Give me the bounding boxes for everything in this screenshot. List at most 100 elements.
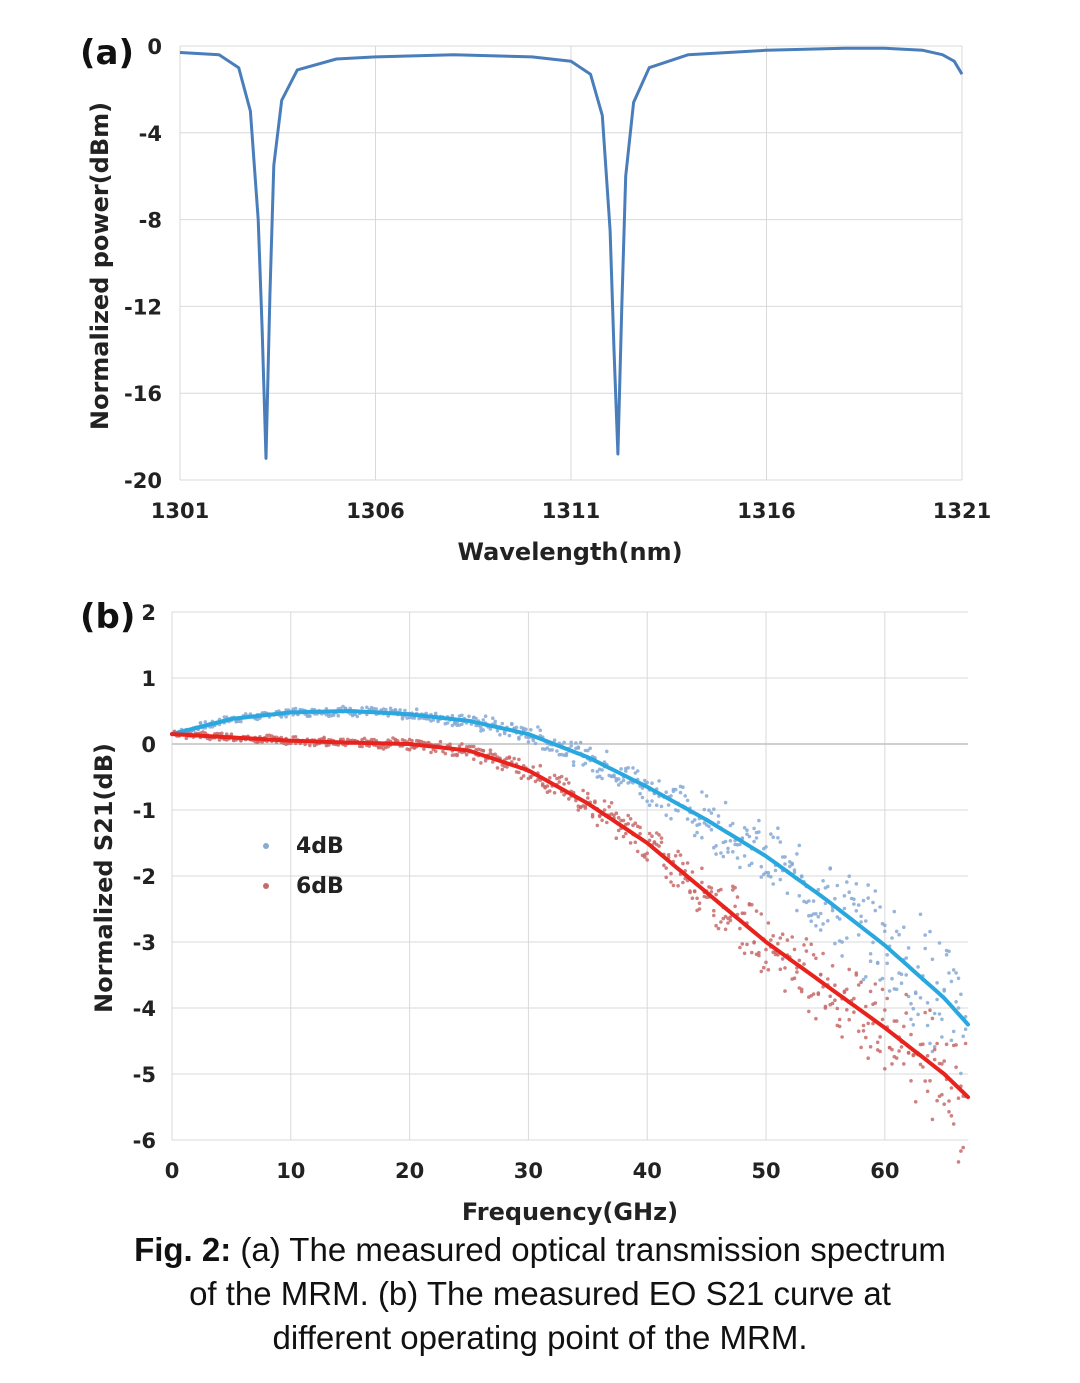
b-scatter-point-4db — [947, 971, 951, 975]
b-scatter-point-4db — [956, 1006, 961, 1010]
b-scatter-point-6db — [902, 1024, 906, 1029]
b-scatter-point-6db — [878, 1035, 882, 1039]
b-scatter-point-6db — [605, 820, 609, 825]
b-scatter-point-4db — [460, 713, 464, 718]
panel-a-xlabel: Wavelength(nm) — [457, 538, 682, 566]
b-scatter-point-6db — [942, 1059, 946, 1063]
b-scatter-point-4db — [963, 1015, 968, 1019]
b-scatter-point-6db — [422, 747, 426, 751]
b-scatter-point-6db — [621, 834, 626, 839]
b-scatter-point-4db — [890, 976, 894, 981]
b-scatter-point-6db — [426, 740, 431, 745]
b-scatter-point-6db — [918, 1062, 923, 1067]
b-scatter-point-6db — [184, 736, 189, 741]
b-scatter-point-4db — [654, 803, 659, 807]
b-scatter-point-4db — [792, 868, 797, 872]
b-scatter-point-6db — [875, 1040, 880, 1045]
b-scatter-point-6db — [909, 1032, 913, 1037]
b-scatter-point-4db — [702, 807, 707, 812]
b-scatter-point-6db — [935, 1098, 939, 1103]
b-scatter-point-4db — [861, 977, 866, 982]
b-scatter-point-4db — [669, 816, 673, 821]
b-scatter-point-6db — [650, 834, 654, 838]
b-scatter-point-6db — [616, 816, 621, 820]
b-scatter-point-4db — [883, 923, 887, 928]
b-scatter-point-6db — [883, 1008, 887, 1012]
b-scatter-point-6db — [654, 831, 659, 835]
b-scatter-point-4db — [685, 817, 690, 821]
b-scatter-point-4db — [731, 821, 735, 826]
b-scatter-point-4db — [885, 953, 889, 957]
b-scatter-point-6db — [845, 1008, 849, 1012]
b-scatter-point-4db — [635, 769, 640, 773]
b-scatter-point-4db — [795, 852, 799, 856]
b-scatter-point-6db — [586, 791, 590, 796]
b-scatter-point-6db — [745, 942, 749, 947]
b-scatter-point-6db — [802, 943, 806, 947]
b-scatter-point-4db — [821, 922, 825, 926]
b-scatter-point-4db — [692, 818, 697, 822]
b-scatter-point-4db — [890, 936, 894, 940]
b-scatter-point-4db — [826, 884, 830, 889]
panel-b-ylabel: Normalized S21(dB) — [90, 743, 118, 1013]
b-scatter-point-4db — [778, 840, 783, 844]
b-scatter-point-4db — [750, 861, 754, 866]
b-scatter-point-4db — [483, 714, 488, 718]
b-scatter-point-6db — [676, 849, 680, 854]
b-scatter-point-4db — [797, 843, 802, 848]
b-scatter-point-6db — [505, 765, 509, 769]
b-scatter-point-4db — [856, 903, 861, 907]
b-scatter-point-6db — [837, 1024, 842, 1029]
panel-a-label: (a) — [80, 33, 134, 73]
b-scatter-point-6db — [521, 774, 526, 778]
b-scatter-point-4db — [809, 919, 813, 923]
b-scatter-point-4db — [728, 823, 733, 828]
b-scatter-point-6db — [688, 890, 692, 895]
b-scatter-point-6db — [818, 973, 823, 977]
b-scatter-point-4db — [878, 905, 882, 909]
b-scatter-point-4db — [852, 897, 856, 901]
b-scatter-point-4db — [942, 989, 946, 993]
b-scatter-point-4db — [923, 946, 927, 951]
b-scatter-point-6db — [759, 912, 764, 916]
caption-line-2: of the MRM. (b) The measured EO S21 curv… — [189, 1275, 891, 1312]
b-scatter-point-4db — [894, 929, 899, 934]
b-scatter-point-6db — [574, 798, 578, 803]
b-scatter-point-4db — [460, 722, 464, 726]
b-scatter-point-6db — [847, 967, 851, 972]
b-scatter-point-6db — [678, 853, 683, 857]
b-scatter-point-6db — [602, 808, 607, 812]
b-scatter-point-6db — [483, 759, 488, 763]
b-scatter-point-6db — [854, 971, 859, 975]
b-scatter-point-4db — [690, 820, 695, 824]
b-scatter-point-4db — [616, 777, 621, 781]
b-scatter-point-6db — [942, 1102, 946, 1106]
b-scatter-point-4db — [875, 960, 880, 965]
b-scatter-point-6db — [885, 996, 889, 1001]
b-scatter-point-4db — [818, 928, 823, 932]
b-scatter-point-4db — [864, 919, 868, 923]
b-scatter-point-6db — [626, 822, 630, 826]
b-scatter-point-4db — [916, 965, 920, 969]
b-scatter-point-6db — [697, 907, 702, 911]
b-scatter-point-4db — [695, 830, 699, 835]
b-scatter-point-4db — [913, 990, 918, 994]
b-scatter-point-4db — [716, 820, 721, 825]
b-scatter-point-4db — [336, 713, 341, 718]
b-scatter-point-6db — [902, 1062, 906, 1066]
b-scatter-point-6db — [493, 752, 498, 757]
b-scatter-point-6db — [692, 889, 697, 894]
b-scatter-point-4db — [871, 900, 875, 905]
b-scatter-point-4db — [814, 924, 818, 928]
b-scatter-point-6db — [894, 1019, 899, 1023]
b-scatter-point-4db — [600, 768, 604, 772]
b-scatter-point-6db — [764, 947, 768, 952]
b-scatter-point-4db — [769, 832, 773, 836]
b-scatter-point-4db — [683, 794, 687, 798]
b-scatter-point-6db — [616, 828, 621, 833]
b-scatter-point-6db — [928, 1079, 932, 1083]
b-scatter-point-4db — [524, 727, 528, 732]
b-scatter-point-6db — [638, 831, 642, 836]
b-scatter-point-6db — [799, 987, 804, 992]
b-scatter-point-4db — [871, 940, 875, 945]
